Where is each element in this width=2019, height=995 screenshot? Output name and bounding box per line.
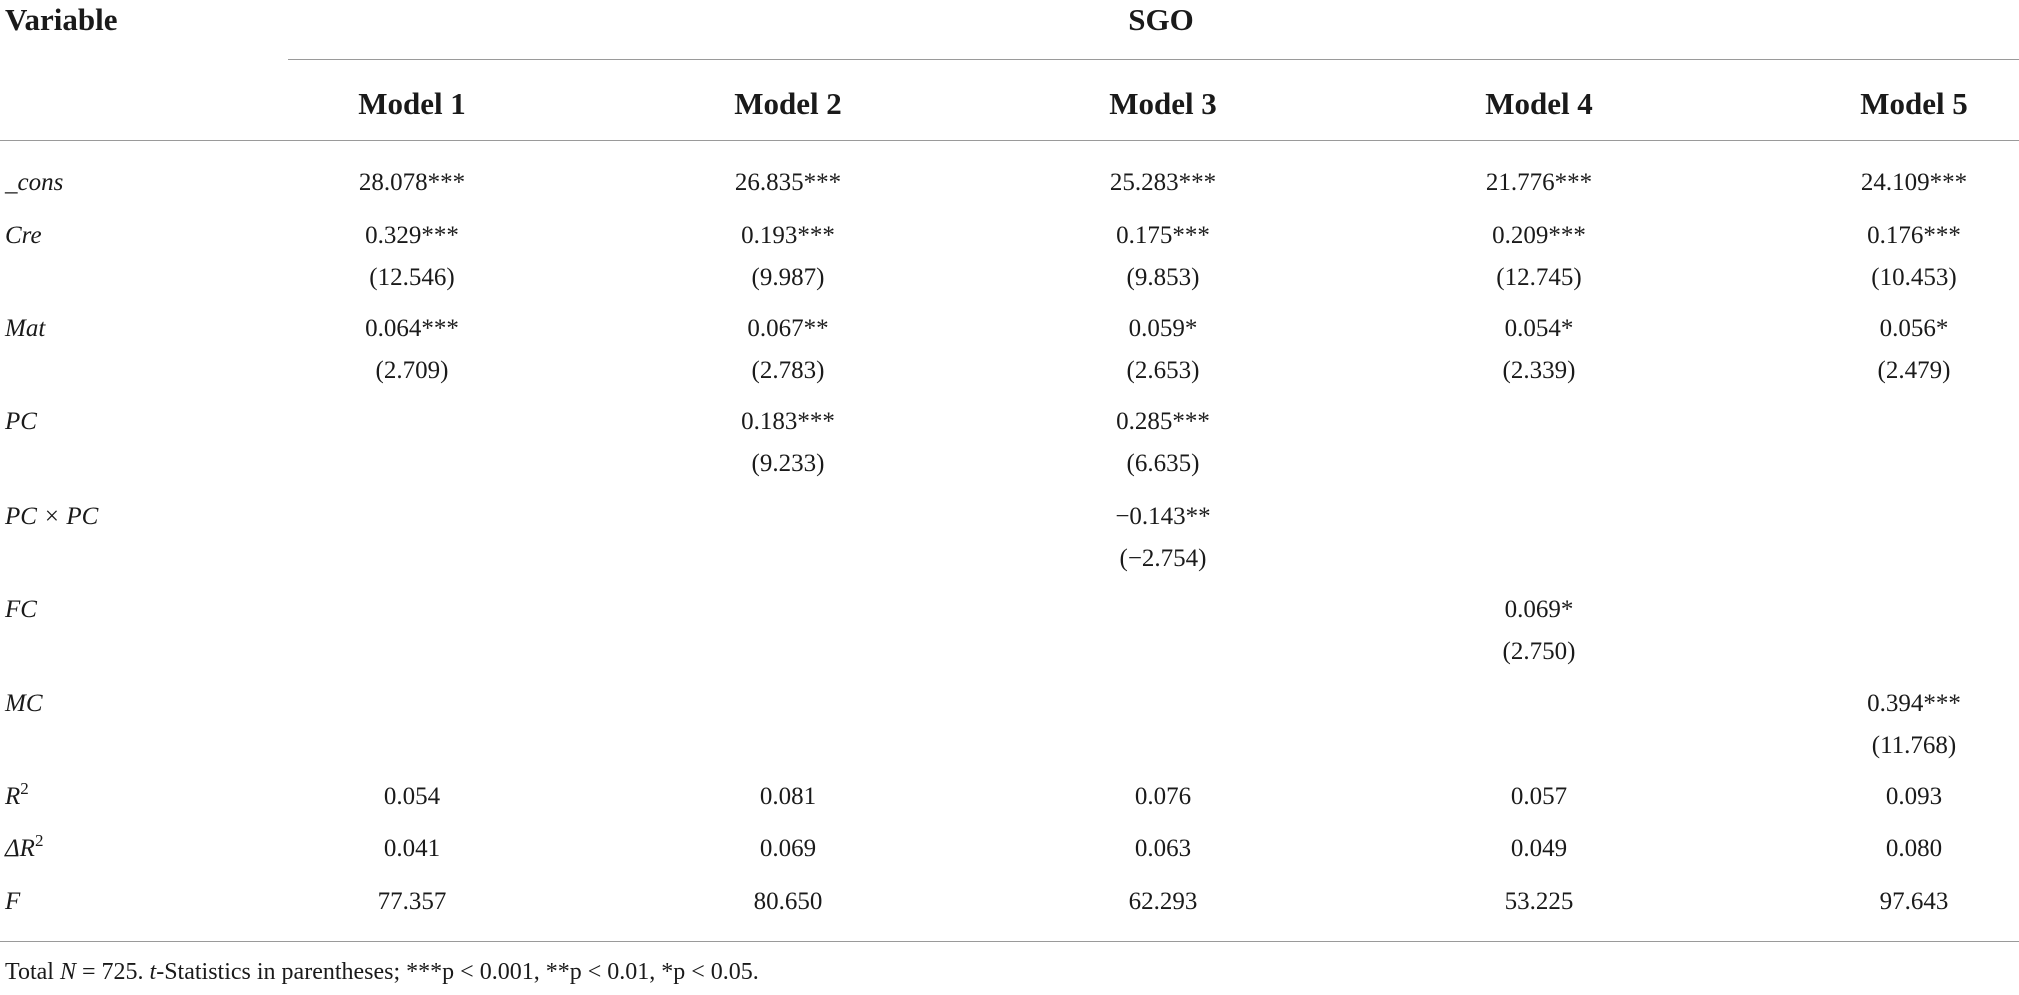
r2-superscript: 2 <box>20 779 29 798</box>
f-model-5: 97.643 <box>1879 888 1949 915</box>
cons-model-5: 24.109*** <box>1860 169 1968 196</box>
delta-r2-model-3: 0.063 <box>1134 835 1192 862</box>
model-2-header: Model 2 <box>734 86 842 121</box>
mat-t-model-5: (2.479) <box>1877 357 1951 384</box>
delta-r2-model-4: 0.049 <box>1510 835 1568 862</box>
cre-model-2: 0.193*** <box>741 222 835 249</box>
r2-model-4: 0.057 <box>1510 783 1568 810</box>
table-note: Total N = 725. t-Statistics in parenthes… <box>5 959 759 986</box>
mat-model-5: 0.056* <box>1879 315 1949 342</box>
pc-t-model-3: (6.635) <box>1126 450 1200 477</box>
column-header-variable: Variable <box>5 2 118 37</box>
r2-model-5: 0.093 <box>1885 783 1943 810</box>
mc-model-5: 0.394*** <box>1867 690 1961 717</box>
cre-t-model-5: (10.453) <box>1871 264 1957 291</box>
note-prefix: Total <box>5 959 60 985</box>
mat-t-model-4: (2.339) <box>1502 357 1576 384</box>
row-label-pc: PC <box>5 408 37 435</box>
delta-r2-superscript: 2 <box>34 831 44 850</box>
delta-r2-model-5: 0.080 <box>1885 835 1943 862</box>
pc-model-3: 0.285*** <box>1116 408 1210 435</box>
model-3-header: Model 3 <box>1109 86 1217 121</box>
note-n-text: = 725. <box>76 959 150 985</box>
cons-model-4: 21.776*** <box>1485 169 1593 196</box>
mat-model-1: 0.064*** <box>365 315 459 342</box>
f-model-1: 77.357 <box>377 888 447 915</box>
r2-model-1: 0.054 <box>383 783 441 810</box>
row-label-mc: MC <box>5 690 43 717</box>
r2-symbol: R <box>5 783 21 810</box>
mat-t-model-3: (2.653) <box>1126 357 1200 384</box>
cre-model-5: 0.176*** <box>1867 222 1961 249</box>
cre-model-1: 0.329*** <box>365 222 459 249</box>
cre-model-3: 0.175*** <box>1116 222 1210 249</box>
f-model-4: 53.225 <box>1504 888 1574 915</box>
r2-model-3: 0.076 <box>1134 783 1192 810</box>
f-model-2: 80.650 <box>753 888 823 915</box>
cons-model-1: 28.078*** <box>358 169 466 196</box>
cre-t-model-3: (9.853) <box>1126 264 1200 291</box>
row-label-cons: _cons <box>5 169 64 196</box>
delta-r2-model-1: 0.041 <box>383 835 441 862</box>
note-n-symbol: N <box>59 959 76 985</box>
row-label-mat: Mat <box>5 315 46 342</box>
pcxpc-model-3: −0.143** <box>1115 503 1211 530</box>
pc-t-model-2: (9.233) <box>751 450 825 477</box>
cre-t-model-4: (12.745) <box>1496 264 1582 291</box>
model-4-header: Model 4 <box>1485 86 1593 121</box>
column-header-sgo: SGO <box>1128 2 1194 37</box>
delta-r2-model-2: 0.069 <box>759 835 817 862</box>
note-rest: -Statistics in parentheses; ***p < 0.001… <box>156 959 759 985</box>
row-label-r2: R2 <box>5 779 29 811</box>
group-rule <box>288 59 2019 60</box>
cre-t-model-1: (12.546) <box>369 264 455 291</box>
row-label-pc-x-pc: PC × PC <box>5 503 99 530</box>
note-t-symbol: t <box>149 959 157 985</box>
cre-model-4: 0.209*** <box>1492 222 1586 249</box>
cons-model-2: 26.835*** <box>734 169 842 196</box>
pc-model-2: 0.183*** <box>741 408 835 435</box>
fc-t-model-4: (2.750) <box>1502 638 1576 665</box>
model-1-header: Model 1 <box>358 86 466 121</box>
cons-model-3: 25.283*** <box>1109 169 1217 196</box>
f-model-3: 62.293 <box>1128 888 1198 915</box>
delta-r2-symbol: ΔR <box>5 835 35 862</box>
pcxpc-t-model-3: (−2.754) <box>1119 545 1207 572</box>
cre-t-model-2: (9.987) <box>751 264 825 291</box>
mat-t-model-1: (2.709) <box>375 357 449 384</box>
mc-t-model-5: (11.768) <box>1871 732 1957 759</box>
row-label-cre: Cre <box>5 222 42 249</box>
footer-rule <box>0 941 2019 942</box>
mat-model-2: 0.067** <box>747 315 829 342</box>
row-label-f: F <box>5 888 21 915</box>
mat-model-3: 0.059* <box>1128 315 1198 342</box>
mat-model-4: 0.054* <box>1504 315 1574 342</box>
model-5-header: Model 5 <box>1860 86 1968 121</box>
r2-model-2: 0.081 <box>759 783 817 810</box>
row-label-delta-r2: ΔR2 <box>5 831 43 863</box>
header-rule <box>0 140 2019 141</box>
mat-t-model-2: (2.783) <box>751 357 825 384</box>
row-label-fc: FC <box>5 596 37 623</box>
fc-model-4: 0.069* <box>1504 596 1574 623</box>
